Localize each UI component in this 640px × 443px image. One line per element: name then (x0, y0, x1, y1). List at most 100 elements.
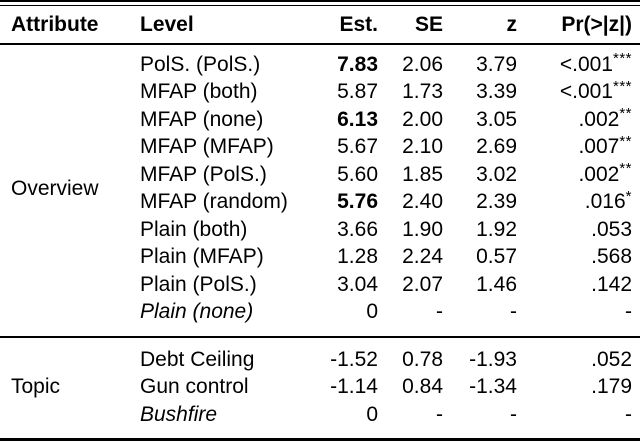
level-cell: Plain (PolS.) (140, 272, 257, 296)
table-header-row: Attribute Level Est. SE z Pr(>|z|) (0, 6, 640, 43)
est-cell: 0 (366, 300, 378, 324)
z-cell: 2.39 (476, 190, 517, 214)
se-cell: 1.73 (402, 80, 443, 104)
level-cell: MFAP (MFAP) (140, 135, 274, 159)
p-value: .007 (578, 135, 620, 159)
section-divider-rule (0, 336, 640, 338)
est-cell: 5.60 (337, 162, 378, 186)
pr-cell: .002 ** (517, 105, 640, 132)
pr-cell: <.001 *** (517, 50, 640, 77)
z-cell: 3.79 (476, 52, 517, 76)
level-cell: Bushfire (140, 402, 218, 426)
significance-stars: *** (612, 77, 632, 95)
p-value: <.001 (559, 52, 613, 76)
level-cell: Plain (MFAP) (140, 245, 264, 269)
level-cell: Gun control (140, 375, 249, 399)
se-cell: - (436, 402, 443, 426)
z-cell: 3.02 (476, 162, 517, 186)
pr-cell: .179 (517, 375, 640, 399)
p-value: .568 (591, 245, 632, 269)
p-value: .142 (591, 272, 632, 296)
se-cell: 2.40 (402, 190, 443, 214)
bottom-rule (0, 437, 640, 441)
est-cell: 0 (366, 402, 378, 426)
level-cell: Plain (none) (140, 300, 254, 324)
top-double-rule (0, 0, 640, 6)
se-cell: 0.84 (402, 375, 443, 399)
est-cell: 1.28 (337, 245, 378, 269)
table-body: Overview PolS. (PolS.) 7.83 2.06 3.79 <.001 **… (0, 45, 640, 438)
p-value: <.001 (559, 80, 613, 104)
est-cell: 5.87 (337, 80, 378, 104)
p-value: .179 (591, 375, 632, 399)
z-cell: 1.46 (476, 272, 517, 296)
se-cell: 2.07 (402, 272, 443, 296)
se-cell: - (436, 300, 443, 324)
pr-cell: .568 (517, 245, 640, 269)
table-section: Overview PolS. (PolS.) 7.83 2.06 3.79 <.001 **… (0, 45, 640, 336)
se-cell: 1.85 (402, 162, 443, 186)
header-est: Est. (339, 12, 378, 36)
header-z: z (506, 12, 518, 36)
z-cell: - (510, 300, 517, 324)
header-rule (0, 43, 640, 45)
p-value: .016 (584, 190, 626, 214)
z-cell: 0.57 (476, 245, 517, 269)
p-value: - (625, 300, 632, 324)
se-cell: 2.10 (402, 135, 443, 159)
header-pr: Pr(>|z|) (561, 12, 632, 36)
pr-cell: .002 ** (517, 160, 640, 187)
est-cell: 7.83 (337, 52, 378, 76)
est-cell: 3.04 (337, 272, 378, 296)
z-cell: -1.93 (469, 347, 517, 371)
est-cell: 5.76 (337, 190, 378, 214)
p-value: .052 (591, 347, 632, 371)
est-cell: 6.13 (337, 107, 378, 131)
se-cell: 2.24 (402, 245, 443, 269)
header-se: SE (414, 12, 443, 36)
significance-stars: * (625, 187, 632, 205)
est-cell: -1.14 (330, 375, 378, 399)
p-value: .002 (578, 107, 620, 131)
pr-cell: .142 (517, 273, 640, 297)
z-cell: 3.39 (476, 80, 517, 104)
p-value: .002 (578, 162, 620, 186)
est-cell: 3.66 (337, 217, 378, 241)
significance-stars: *** (612, 50, 632, 68)
level-cell: PolS. (PolS.) (140, 52, 261, 76)
z-cell: 2.69 (476, 135, 517, 159)
pr-cell: .016 * (517, 187, 640, 214)
pr-cell: - (517, 300, 640, 324)
level-cell: MFAP (random) (140, 190, 288, 214)
level-cell: Plain (both) (140, 217, 248, 241)
pr-cell: .053 (517, 218, 640, 242)
level-cell: MFAP (none) (140, 107, 264, 131)
est-cell: 5.67 (337, 135, 378, 159)
table-section: Topic Debt Ceiling -1.52 0.78 -1.93 .052 Gun c… (0, 338, 640, 438)
pr-cell: .052 (517, 348, 640, 372)
significance-stars: ** (619, 105, 632, 123)
header-level: Level (140, 12, 194, 36)
level-cell: MFAP (PolS.) (140, 162, 267, 186)
header-attribute: Attribute (11, 12, 99, 36)
se-cell: 2.00 (402, 107, 443, 131)
p-value: .053 (591, 217, 632, 241)
se-cell: 1.90 (402, 217, 443, 241)
z-cell: 1.92 (476, 217, 517, 241)
z-cell: 3.05 (476, 107, 517, 131)
se-cell: 0.78 (402, 347, 443, 371)
z-cell: -1.34 (469, 375, 517, 399)
est-cell: -1.52 (330, 347, 378, 371)
z-cell: - (510, 402, 517, 426)
pr-cell: <.001 *** (517, 77, 640, 104)
level-cell: MFAP (both) (140, 80, 258, 104)
significance-stars: ** (619, 160, 632, 178)
pr-cell: - (517, 403, 640, 427)
se-cell: 2.06 (402, 52, 443, 76)
attribute-label: Overview (11, 176, 99, 200)
significance-stars: ** (619, 132, 632, 150)
attribute-label: Topic (11, 375, 61, 399)
p-value: - (625, 402, 632, 426)
level-cell: Debt Ceiling (140, 347, 255, 371)
